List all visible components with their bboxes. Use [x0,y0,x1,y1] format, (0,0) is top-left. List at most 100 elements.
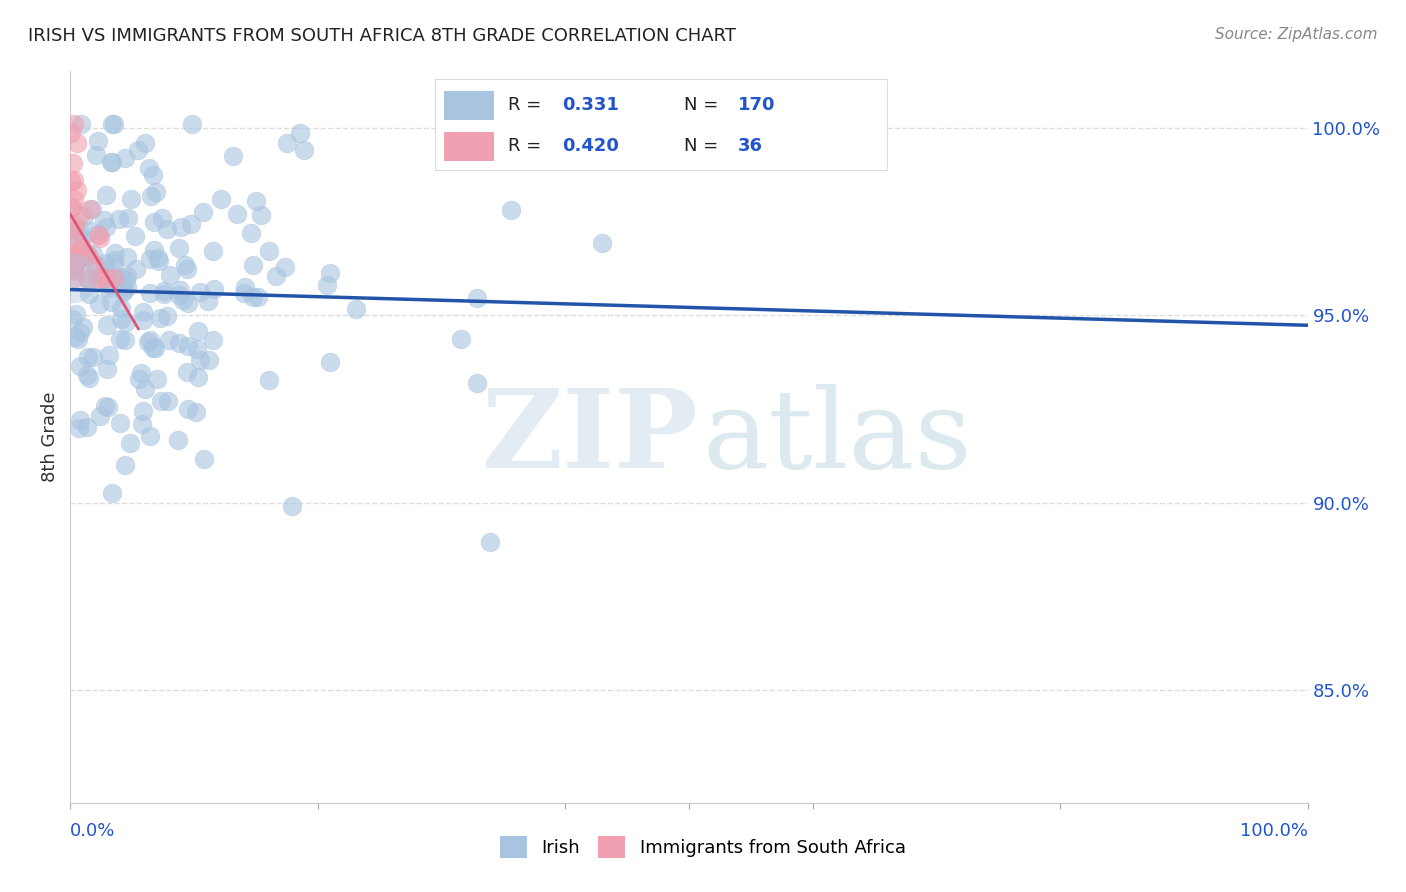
Point [63,260,86,274]
Point [80,202,103,217]
Point [129,366,152,380]
Point [156,393,179,408]
Point [153,287,176,301]
Point [97,281,120,295]
Point [157,333,180,347]
Point [63,252,86,267]
Point [76,420,98,434]
Point [83,257,105,271]
Y-axis label: 8th Grade: 8th Grade [41,392,59,483]
Point [344,301,367,316]
Point [66,136,89,150]
Point [127,144,149,158]
Point [63,219,86,233]
Point [141,341,163,355]
Point [146,252,169,266]
Point [465,376,488,391]
Point [112,283,135,297]
Point [76,350,98,364]
Point [101,117,124,131]
Point [87,297,110,311]
Point [142,215,165,229]
Point [202,282,225,296]
Text: IRISH VS IMMIGRANTS FROM SOUTH AFRICA 8TH GRADE CORRELATION CHART: IRISH VS IMMIGRANTS FROM SOUTH AFRICA 8T… [28,27,737,45]
Point [67,332,90,346]
Point [319,266,342,280]
Point [240,226,263,240]
Point [66,235,89,250]
Point [128,372,150,386]
Point [73,209,96,223]
Legend: Irish, Immigrants from South Africa: Irish, Immigrants from South Africa [494,829,912,865]
Point [181,117,204,131]
Point [96,187,118,202]
Point [478,535,501,549]
Point [100,155,122,169]
Point [124,262,146,277]
Point [93,399,115,413]
Point [65,251,87,265]
Point [149,311,172,326]
Point [292,143,315,157]
Point [146,372,169,386]
Point [245,194,267,209]
Point [233,280,256,294]
Point [114,315,136,329]
Point [191,205,214,219]
Point [319,355,342,369]
Point [69,208,91,222]
Point [159,268,181,283]
Point [110,301,132,315]
Point [156,310,179,324]
Point [63,270,86,285]
Point [173,258,195,272]
Point [110,312,132,326]
Point [87,135,110,149]
Point [201,244,224,258]
Point [93,213,115,227]
Point [177,339,200,353]
Point [77,287,100,301]
Point [72,319,94,334]
Point [242,290,264,304]
Point [176,365,198,379]
Point [591,235,613,250]
Point [77,272,100,286]
Point [62,222,84,236]
Point [69,413,91,427]
Point [62,117,84,131]
Point [93,271,115,285]
Point [166,434,188,448]
Point [150,211,173,225]
Text: Source: ZipAtlas.com: Source: ZipAtlas.com [1215,27,1378,42]
Point [226,206,249,220]
Point [176,261,198,276]
Point [120,192,142,206]
Point [67,421,90,435]
Point [79,371,101,385]
Point [124,228,146,243]
Point [60,200,83,214]
Point [62,261,84,276]
Point [499,202,522,217]
Point [242,258,264,272]
Point [266,269,288,284]
Point [186,342,208,356]
Point [94,270,117,285]
Point [186,324,208,338]
Point [62,155,84,169]
Point [59,202,82,216]
Point [117,211,139,226]
Point [65,307,87,321]
Point [134,136,156,151]
Point [89,231,111,245]
Point [76,368,98,383]
Point [184,404,207,418]
Point [197,293,219,308]
Point [222,148,245,162]
Point [209,192,232,206]
Point [62,192,84,206]
Point [107,272,129,286]
Point [177,295,200,310]
Point [114,458,136,472]
